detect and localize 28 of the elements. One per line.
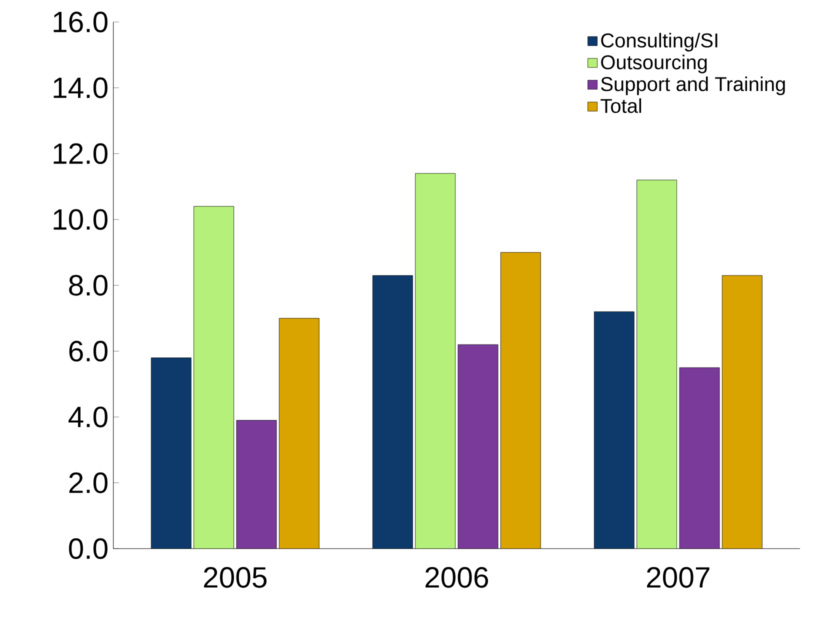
bar [594,311,634,549]
y-tick-label: 4.0 [68,406,108,428]
y-tick-label: 12.0 [54,143,108,164]
bar [236,420,277,549]
y-tick-label: 2.0 [69,472,108,494]
x-tick-label: 2006 [426,567,488,588]
bar [500,252,541,549]
bar [372,275,413,549]
bar [151,358,192,549]
x-tick-label: 2005 [204,567,267,588]
bar [722,275,762,549]
legend-label: Outsourcing [601,54,707,74]
x-tick-label: 2007 [647,567,710,588]
y-tick-label: 10.0 [54,209,108,230]
y-tick-label: 0.0 [69,538,108,560]
legend-label: Support and Training [601,76,785,96]
bar [194,206,234,549]
bar [415,173,456,549]
legend-label: Consulting/SI [601,32,718,52]
y-tick-label: 8.0 [69,274,108,296]
bar [278,318,320,549]
y-tick-label: 14.0 [54,77,108,98]
y-tick-label: 6.0 [69,340,108,362]
bar [458,344,498,549]
y-tick-label: 16.0 [54,12,108,32]
bar [679,367,720,549]
legend-label: Total [600,98,642,114]
bar [636,180,678,549]
